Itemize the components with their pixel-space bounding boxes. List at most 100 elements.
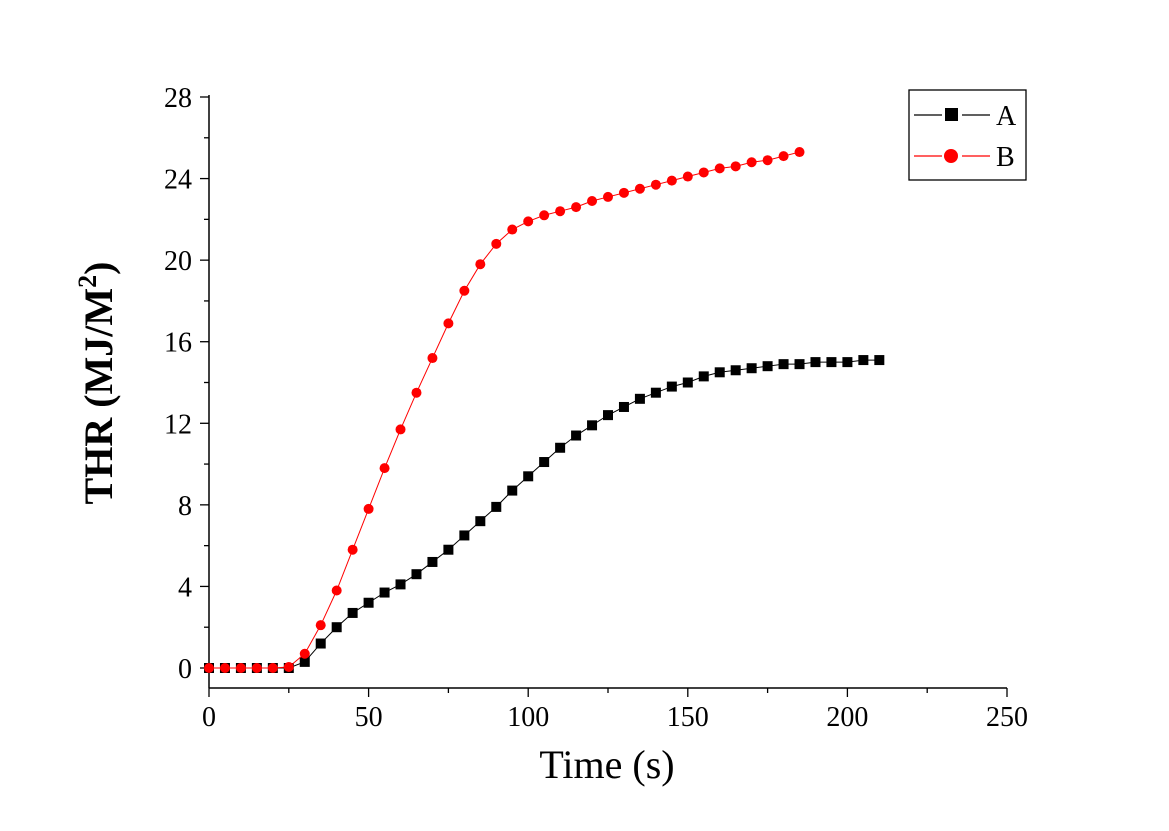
data-point [634,183,645,194]
data-point [443,544,454,555]
y-tick-label: 0 [178,654,192,685]
data-point [714,163,725,174]
data-point [299,648,310,659]
y-tick-label: 8 [178,491,192,522]
y-axis-title-superscript: 2 [73,275,102,288]
data-point [666,175,677,186]
data-point [603,191,613,202]
data-point [587,196,598,207]
data-point [539,457,550,468]
data-point [283,661,294,672]
data-point [571,430,582,441]
y-tick-label: 16 [164,328,192,359]
data-point [523,471,534,482]
data-point [762,361,773,372]
data-point [491,238,502,249]
data-point [427,353,438,364]
data-point [794,359,805,370]
data-point [347,607,358,618]
data-point [395,579,406,590]
legend-label-b: B [996,142,1015,173]
y-tick-label: 20 [164,246,192,277]
y-axis-title-close: ) [76,262,121,275]
data-point [251,663,262,673]
data-point [810,357,821,368]
x-tick-label: 0 [202,702,216,733]
legend-marker-circle [944,149,958,163]
data-point [682,171,693,182]
data-point [219,663,230,673]
data-point [874,355,885,366]
data-point [363,503,374,514]
data-point [650,387,661,398]
data-point [347,544,358,555]
legend-marker-square [945,108,958,121]
data-point [778,359,789,370]
data-point [778,151,789,162]
legend-box [908,89,1027,181]
series-layer [204,147,885,673]
x-axis-title: Time (s) [539,742,674,787]
data-point [794,147,805,158]
data-point [634,393,645,404]
data-point [618,187,629,198]
data-point [587,420,598,431]
data-point [475,259,486,270]
legend-label-a: A [996,101,1017,132]
data-point [698,371,709,382]
x-tick-label: 250 [986,702,1028,733]
x-tick-label: 50 [355,702,383,733]
data-point [299,656,310,667]
x-tick-label: 200 [826,702,868,733]
data-point [204,663,214,673]
y-tick-label: 12 [164,409,192,440]
data-point [523,216,534,227]
data-point [682,377,693,388]
data-point [491,501,502,512]
y-tick-label: 4 [178,572,192,603]
data-point [379,463,390,474]
data-point [666,381,677,392]
data-point [363,597,374,608]
y-tick-label: 24 [164,165,192,196]
data-point [571,202,582,213]
y-tick-label: 28 [164,83,192,114]
data-point [555,442,566,453]
data-point [267,663,278,673]
data-point [411,387,422,398]
data-point [618,401,629,412]
axes: 0 50 100 150 200 250 0 4 8 12 16 20 24 28 [164,83,1028,733]
data-point [842,357,853,368]
data-point [443,318,454,329]
data-point [746,363,757,374]
data-point [858,355,869,366]
data-point [411,569,422,580]
data-point [315,638,326,649]
data-point [427,556,438,567]
data-point [555,206,566,217]
data-point [507,485,518,496]
data-point [507,224,518,235]
data-point [603,410,613,421]
y-axis-title-main: THR (MJ/M [76,288,121,505]
data-point [826,357,837,368]
x-tick-label: 150 [667,702,709,733]
legend: A B [908,89,1027,181]
data-point [459,285,470,296]
data-point [475,516,486,527]
data-point [539,210,550,221]
data-point [315,620,326,631]
data-point [730,161,741,172]
data-point [331,585,342,596]
data-point [698,167,709,178]
data-point [331,622,342,633]
x-tick-label: 100 [507,702,549,733]
data-point [395,424,406,435]
data-point [746,157,757,168]
data-point [379,587,390,598]
data-point [730,365,741,376]
data-point [235,663,246,673]
data-point [762,155,773,166]
